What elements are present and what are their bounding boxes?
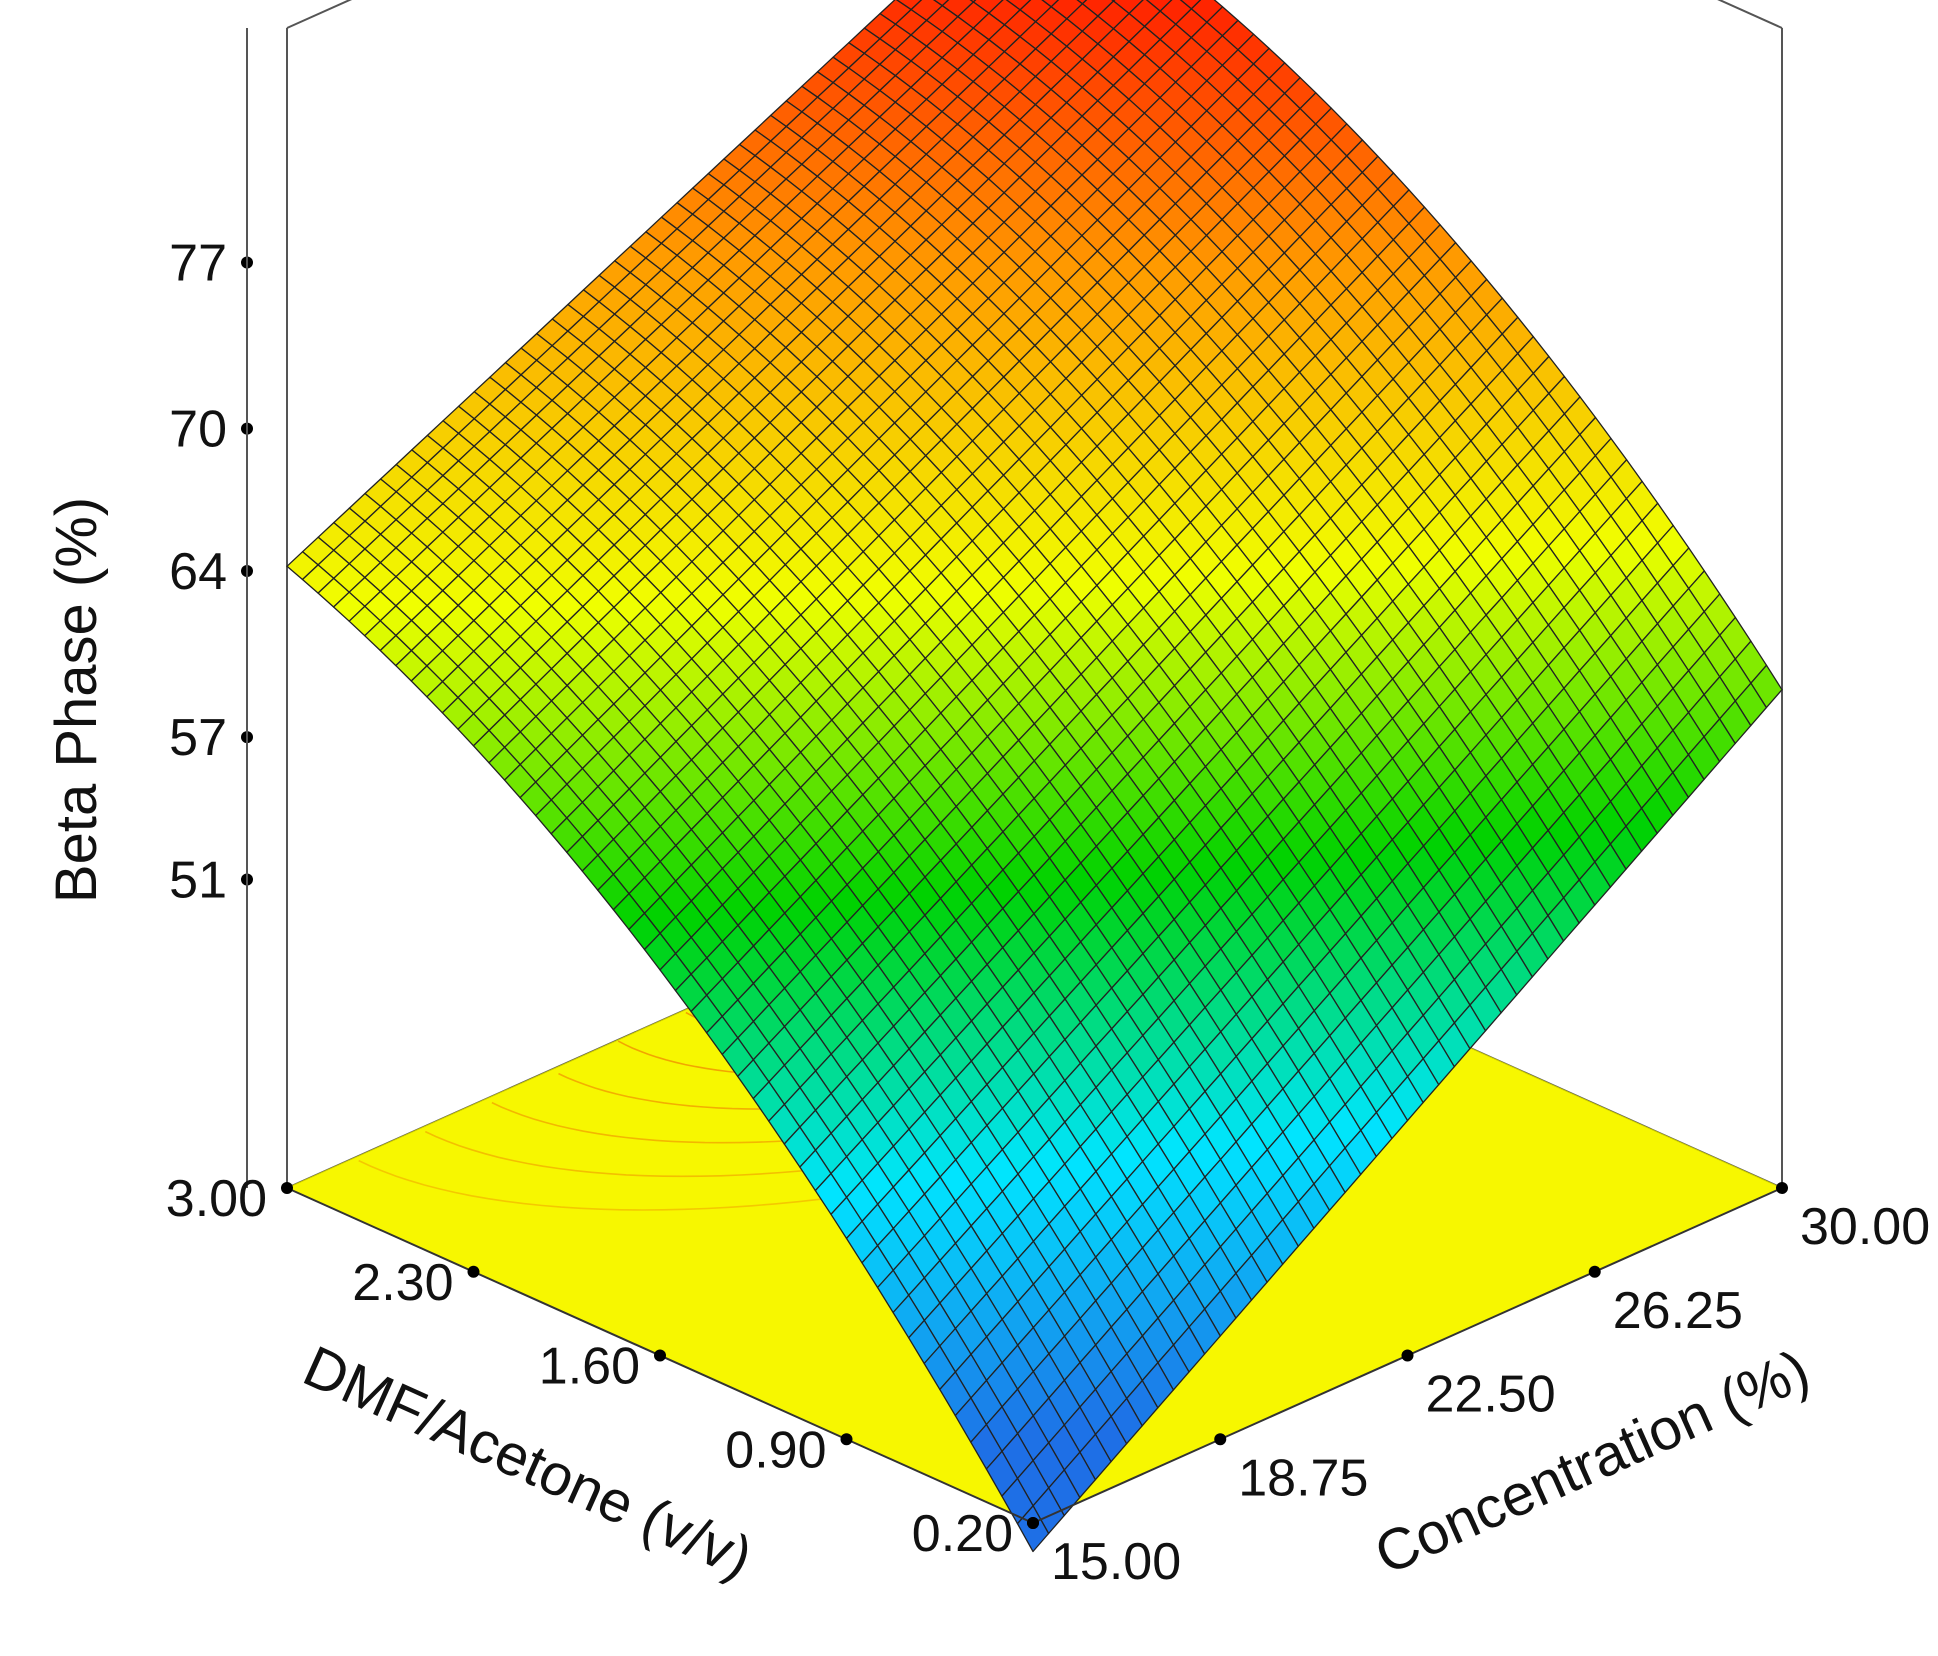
response-surface xyxy=(286,0,1783,1553)
x-tick xyxy=(840,1433,853,1446)
x-tick-label: 1.60 xyxy=(539,1338,640,1396)
x-tick-label: 0.20 xyxy=(912,1505,1013,1563)
y-tick xyxy=(1401,1349,1414,1362)
x-axis-title: DMF/Acetone (v/v) xyxy=(294,1333,762,1590)
x-tick-label: 0.90 xyxy=(725,1421,826,1479)
y-tick xyxy=(1588,1265,1601,1278)
axis-ticks xyxy=(241,28,1788,1529)
y-tick-label: 30.00 xyxy=(1800,1198,1930,1256)
z-tick-label: 51 xyxy=(169,852,227,910)
z-axis-title: Beta Phase (%) xyxy=(44,497,109,903)
y-tick xyxy=(1776,1182,1788,1194)
x-tick xyxy=(467,1265,480,1278)
y-tick-label: 18.75 xyxy=(1238,1449,1368,1507)
y-tick-label: 26.25 xyxy=(1613,1282,1743,1340)
y-tick xyxy=(1214,1433,1227,1446)
y-tick-label: 22.50 xyxy=(1426,1366,1556,1424)
x-tick-label: 3.00 xyxy=(166,1170,267,1228)
z-tick-label: 70 xyxy=(169,401,227,459)
x-tick xyxy=(281,1182,293,1194)
x-tick-label: 2.30 xyxy=(352,1254,453,1312)
x-tick xyxy=(654,1349,666,1362)
z-tick-label: 64 xyxy=(169,543,227,601)
y-tick-label: 15.00 xyxy=(1051,1533,1181,1591)
z-tick-label: 77 xyxy=(169,235,227,293)
y-tick xyxy=(1027,1517,1039,1529)
z-tick-label: 57 xyxy=(169,709,227,767)
axis-tick-labels: 3.00 2.30 1.60 0.90 0.20 15.00 18.75 22.50 26.25… xyxy=(166,235,1930,1592)
